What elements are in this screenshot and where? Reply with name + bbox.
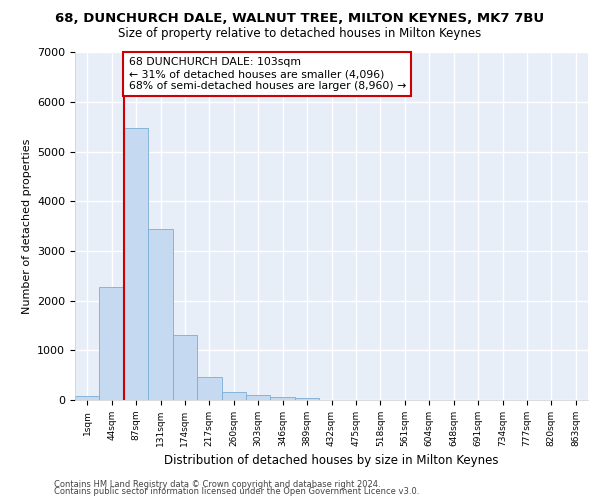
Bar <box>75 396 100 400</box>
Y-axis label: Number of detached properties: Number of detached properties <box>22 138 32 314</box>
Bar <box>246 396 271 400</box>
Text: 68 DUNCHURCH DALE: 103sqm
← 31% of detached houses are smaller (4,096)
68% of se: 68 DUNCHURCH DALE: 103sqm ← 31% of detac… <box>129 58 406 90</box>
Bar <box>197 376 221 400</box>
Bar <box>271 397 295 400</box>
Text: 68, DUNCHURCH DALE, WALNUT TREE, MILTON KEYNES, MK7 7BU: 68, DUNCHURCH DALE, WALNUT TREE, MILTON … <box>55 12 545 24</box>
Text: Contains HM Land Registry data © Crown copyright and database right 2024.: Contains HM Land Registry data © Crown c… <box>54 480 380 489</box>
Bar <box>221 392 246 400</box>
X-axis label: Distribution of detached houses by size in Milton Keynes: Distribution of detached houses by size … <box>164 454 499 468</box>
Text: Size of property relative to detached houses in Milton Keynes: Size of property relative to detached ho… <box>118 28 482 40</box>
Bar <box>124 128 148 400</box>
Bar <box>295 398 319 400</box>
Text: Contains public sector information licensed under the Open Government Licence v3: Contains public sector information licen… <box>54 488 419 496</box>
Bar <box>148 228 173 400</box>
Bar <box>173 335 197 400</box>
Bar <box>100 288 124 400</box>
